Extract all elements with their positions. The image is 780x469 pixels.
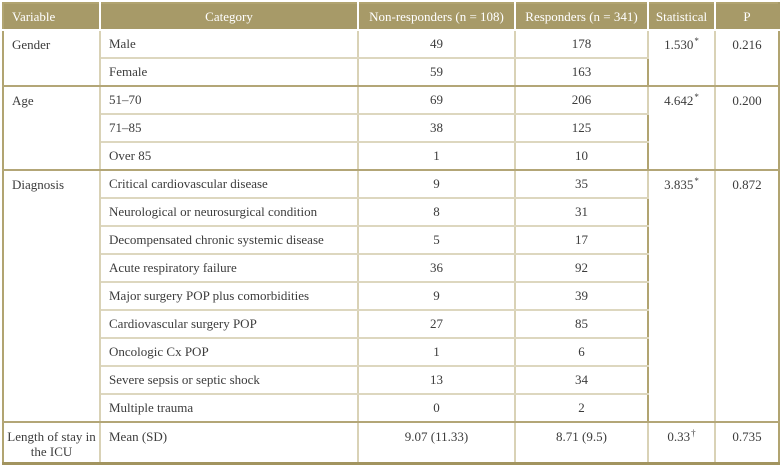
table-row: Gender Male 49 178 1.530* 0.216 [3,30,780,87]
table-row: Severe sepsis or septic shock 13 34 [3,366,779,395]
p-value-cell: 0.735 [715,422,780,465]
header-non-responders: Non-responders (n = 108) [358,3,516,31]
non-responders-cell: 1 [358,338,516,367]
statistical-marker: * [694,91,699,102]
table-row: Length of stay in the ICU Mean (SD) 9.07… [3,422,780,465]
responders-cell: 6 [515,338,649,367]
responders-cell: 31 [515,198,649,227]
category-cell: 71–85 [100,114,359,143]
category-cell: Male [100,30,359,59]
non-responders-cell: 13 [358,366,516,395]
category-cell: Oncologic Cx POP [100,338,359,367]
statistical-cell: 4.642* [648,86,716,171]
responders-cell: 125 [515,114,649,143]
non-responders-cell: 36 [358,254,516,283]
statistical-marker: * [694,175,699,186]
table-row: Diagnosis Critical cardiovascular diseas… [3,170,780,423]
table-row: 71–85 38 125 [3,114,779,143]
category-cell: Major surgery POP plus comorbidities [100,282,359,311]
statistical-value: 0.33 [667,429,691,444]
table-row: Age 51–70 69 206 4.642* 0.200 [3,86,780,171]
p-value-cell: 0.216 [715,30,780,87]
category-cell: Over 85 [100,142,359,171]
non-responders-cell: 9 [358,282,516,311]
responders-cell: 17 [515,226,649,255]
header-variable: Variable [3,3,101,31]
table-row: Multiple trauma 0 2 [3,394,779,423]
variable-cell: Age [3,86,101,171]
category-cell: Cardiovascular surgery POP [100,310,359,339]
header-responders: Responders (n = 341) [515,3,649,31]
p-value-cell: 0.200 [715,86,780,171]
non-responders-cell: 69 [358,86,516,115]
header-row: Variable Category Non-responders (n = 10… [3,3,780,31]
responders-cell: 35 [515,170,649,199]
non-responders-cell: 1 [358,142,516,171]
statistical-value: 4.642 [664,93,694,108]
responders-cell: 39 [515,282,649,311]
responders-cell: 92 [515,254,649,283]
responders-cell: 163 [515,58,649,87]
non-responders-cell: 27 [358,310,516,339]
non-responders-cell: 5 [358,226,516,255]
variable-cell: Diagnosis [3,170,101,423]
table-row: Over 85 1 10 [3,142,779,171]
non-responders-cell: 38 [358,114,516,143]
responders-cell: 10 [515,142,649,171]
non-responders-cell: 0 [358,394,516,423]
table-row: Female 59 163 [3,58,779,87]
table-row: Major surgery POP plus comorbidities 9 3… [3,282,779,311]
statistical-cell: 3.835* [648,170,716,423]
responders-cell: 85 [515,310,649,339]
category-cell: Severe sepsis or septic shock [100,366,359,395]
category-cell: Critical cardiovascular disease [100,170,359,199]
category-cell: Decompensated chronic systemic disease [100,226,359,255]
header-category: Category [100,3,359,31]
table-row: Decompensated chronic systemic disease 5… [3,226,779,255]
category-cell: 51–70 [100,86,359,115]
non-responders-cell: 9 [358,170,516,199]
responders-cell: 206 [515,86,649,115]
variable-cell: Gender [3,30,101,87]
table-row: Oncologic Cx POP 1 6 [3,338,779,367]
statistical-marker: † [691,427,696,438]
statistical-marker: * [694,35,699,46]
responders-cell: 8.71 (9.5) [515,422,649,465]
statistical-cell: 0.33† [648,422,716,465]
non-responders-cell: 9.07 (11.33) [358,422,516,465]
header-statistical: Statistical [648,3,716,31]
responders-cell: 178 [515,30,649,59]
statistical-cell: 1.530* [648,30,716,87]
p-value-cell: 0.872 [715,170,780,423]
statistical-value: 1.530 [664,37,694,52]
table-row: Acute respiratory failure 36 92 [3,254,779,283]
responders-cell: 2 [515,394,649,423]
header-p: P [715,3,780,31]
non-responders-cell: 59 [358,58,516,87]
category-cell: Neurological or neurosurgical condition [100,198,359,227]
category-cell: Mean (SD) [100,422,359,465]
responders-cell: 34 [515,366,649,395]
category-cell: Female [100,58,359,87]
non-responders-cell: 49 [358,30,516,59]
table-row: Neurological or neurosurgical condition … [3,198,779,227]
non-responders-cell: 8 [358,198,516,227]
statistical-value: 3.835 [664,177,694,192]
category-cell: Acute respiratory failure [100,254,359,283]
variable-cell: Length of stay in the ICU [3,422,101,465]
category-cell: Multiple trauma [100,394,359,423]
table-row: Cardiovascular surgery POP 27 85 [3,310,779,339]
